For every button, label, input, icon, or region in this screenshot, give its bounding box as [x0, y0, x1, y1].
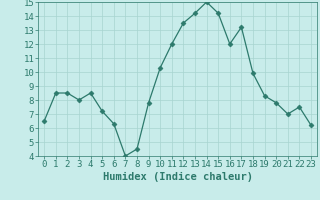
X-axis label: Humidex (Indice chaleur): Humidex (Indice chaleur): [103, 172, 252, 182]
